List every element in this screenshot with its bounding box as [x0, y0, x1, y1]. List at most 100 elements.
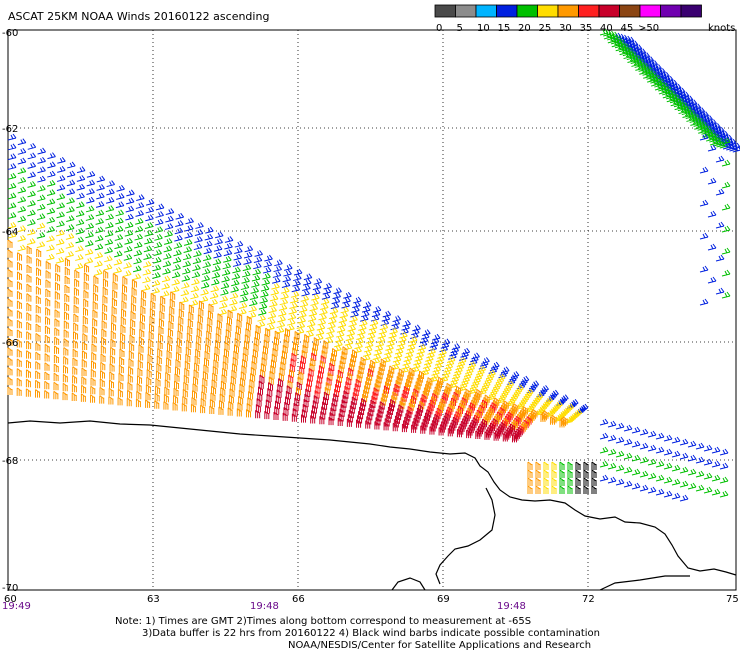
wind-barb — [271, 353, 277, 362]
legend-label: 25 — [539, 23, 552, 34]
wind-barb — [647, 430, 657, 438]
wind-barb — [240, 283, 250, 291]
wind-barb — [258, 380, 264, 389]
wind-barb — [314, 390, 320, 399]
wind-barb — [721, 269, 731, 277]
wind-barb — [365, 420, 371, 429]
wind-barb — [316, 323, 326, 331]
wind-barb — [639, 484, 649, 492]
wind-barb — [551, 485, 557, 494]
wind-barb — [164, 230, 173, 238]
wind-barb — [213, 244, 223, 252]
wind-barb — [16, 281, 22, 290]
wind-barb — [238, 389, 244, 399]
wind-barb — [402, 319, 411, 327]
wind-barb — [386, 410, 392, 419]
wind-barb — [7, 249, 13, 258]
wind-barb — [26, 312, 32, 321]
wind-barb — [379, 362, 385, 371]
wind-barb — [289, 363, 295, 372]
wind-barb — [202, 254, 212, 262]
legend-swatch — [475, 4, 497, 18]
wind-barb — [240, 377, 246, 386]
wind-barb — [699, 298, 709, 306]
wind-barb — [233, 350, 239, 359]
wind-barb — [703, 444, 713, 452]
wind-barb — [74, 269, 80, 279]
legend-label: >50 — [638, 23, 659, 34]
wind-barb — [190, 292, 199, 300]
wind-barb — [271, 282, 280, 290]
wind-barb — [282, 344, 288, 354]
wind-barb — [310, 299, 319, 306]
wind-barb — [355, 378, 361, 388]
wind-barb — [671, 464, 681, 472]
wind-barb — [211, 385, 217, 395]
wind-barb — [202, 261, 211, 269]
wind-barb — [17, 225, 27, 233]
wind-barb — [72, 339, 78, 349]
wind-barb — [269, 370, 275, 380]
wind-barb — [316, 380, 322, 389]
wind-barb — [46, 253, 55, 261]
wind-barb — [278, 372, 284, 381]
wind-barb — [540, 413, 546, 422]
wind-barb — [101, 311, 107, 321]
wind-barb — [44, 362, 50, 371]
wind-barb — [53, 363, 59, 373]
wind-barb — [647, 472, 657, 480]
wind-barb — [124, 237, 133, 245]
wind-barb — [144, 229, 153, 237]
wind-barb — [75, 236, 84, 244]
wind-barb — [631, 482, 641, 490]
wind-barb — [86, 188, 95, 196]
wind-barb — [104, 247, 113, 254]
wind-barb — [324, 386, 330, 396]
wind-barb — [495, 413, 501, 423]
wind-barb — [76, 192, 85, 200]
wind-barb — [205, 344, 211, 353]
wind-barb — [194, 229, 204, 236]
wind-barb — [17, 261, 23, 271]
wind-barb — [184, 231, 193, 239]
wind-barb — [85, 222, 95, 230]
wind-barb — [511, 421, 517, 430]
wind-barb — [527, 461, 533, 470]
wind-barb — [195, 222, 204, 229]
wind-barb — [105, 221, 114, 229]
wind-barb — [223, 354, 229, 364]
wind-barb — [338, 365, 344, 374]
wind-barb — [199, 295, 209, 303]
wind-barb — [255, 324, 261, 334]
wind-barb — [365, 380, 371, 390]
wind-barb — [45, 297, 51, 307]
wind-barb — [377, 370, 383, 380]
wind-barb — [341, 399, 347, 408]
wind-barb — [364, 385, 370, 394]
wind-barb — [120, 316, 126, 325]
wind-barb — [183, 246, 193, 254]
wind-barb — [242, 358, 248, 368]
legend-swatch — [598, 4, 620, 18]
wind-barb — [44, 353, 50, 362]
wind-barb — [134, 225, 144, 233]
wind-barb — [7, 298, 13, 307]
wind-barb — [123, 245, 133, 253]
wind-barb — [81, 350, 87, 359]
wind-barb — [222, 262, 232, 270]
wind-barb — [111, 305, 117, 315]
legend-swatch — [660, 4, 682, 18]
wind-barb — [228, 394, 234, 404]
wind-barb — [269, 300, 278, 308]
latitude-labels: -60 -62 -64 -66 -68 -70 — [2, 28, 18, 594]
wind-barb — [323, 391, 329, 401]
wind-barb — [16, 387, 22, 396]
wind-barb — [100, 361, 106, 371]
lon-label: 69 — [437, 594, 450, 605]
wind-barb — [264, 254, 273, 262]
wind-barb — [266, 318, 276, 325]
wind-barb — [229, 388, 235, 397]
wind-barb — [82, 315, 88, 325]
wind-barb — [66, 215, 75, 223]
wind-barb — [412, 324, 421, 332]
